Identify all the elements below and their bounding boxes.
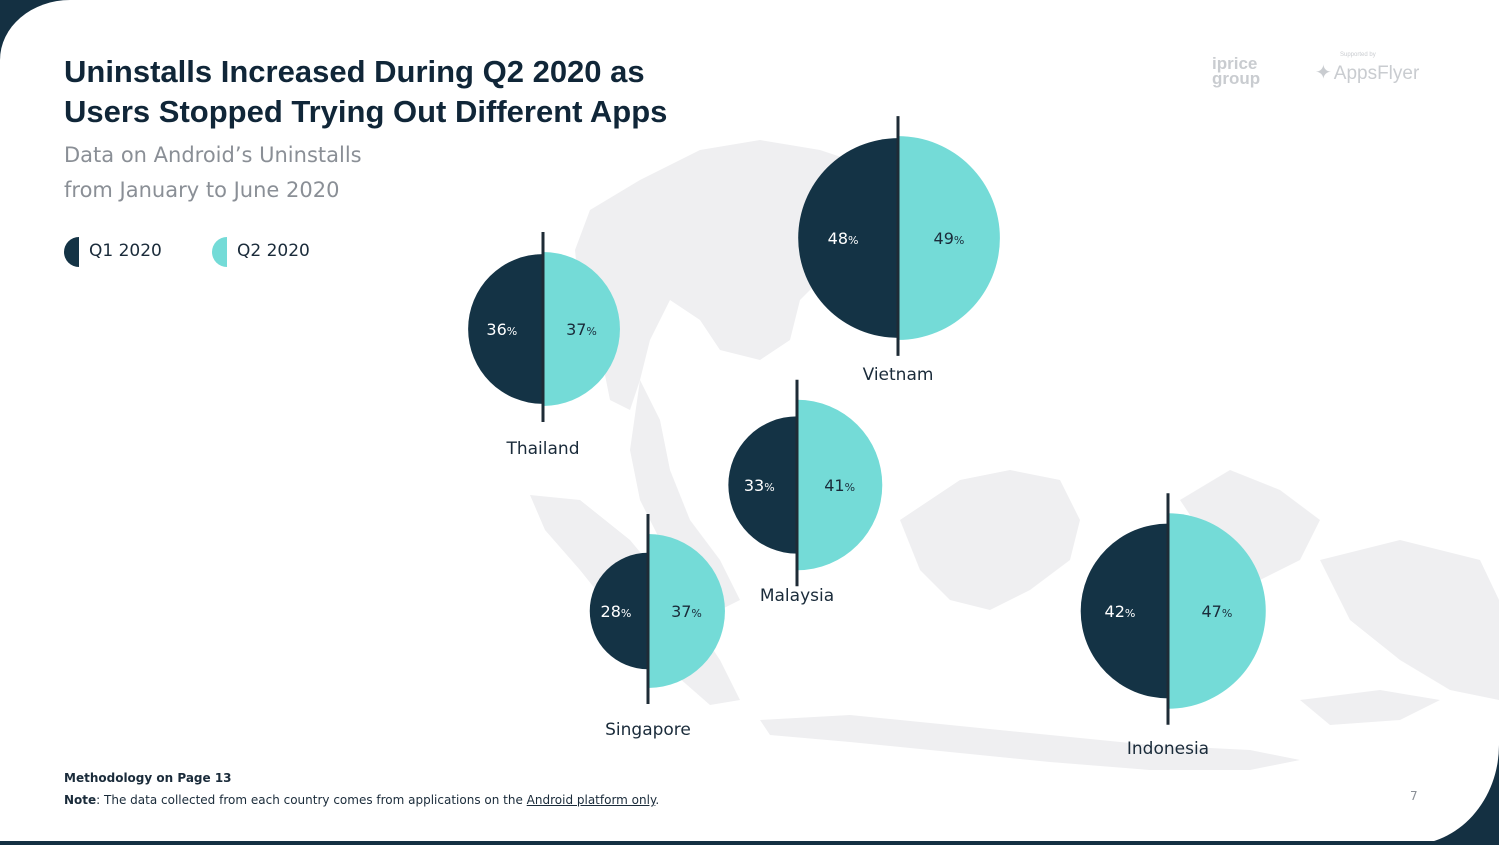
half-circle-q1-indonesia: [1080, 523, 1168, 699]
page-number: 7: [1410, 789, 1418, 803]
country-group-vietnam: 48% 49% Vietnam: [798, 116, 1000, 385]
appsflyer-logo: ✦ AppsFlyer: [1315, 60, 1419, 85]
country-label-malaysia: Malaysia: [760, 586, 834, 606]
half-circle-q2-indonesia: [1168, 513, 1266, 709]
country-label-vietnam: Vietnam: [863, 365, 934, 385]
methodology-note: Methodology on Page 13: [64, 771, 232, 785]
country-label-singapore: Singapore: [605, 720, 691, 740]
title-line-1: Uninstalls Increased During Q2 2020 as: [64, 54, 645, 89]
half-circle-q1-vietnam: [798, 138, 898, 338]
value-label-q2-thailand: 37%: [566, 320, 597, 339]
partner-logos: iprice group Supported by ✦ AppsFlyer: [1210, 52, 1430, 97]
legend-swatch-q2: [212, 237, 227, 267]
legend-swatch-q1: [64, 237, 79, 267]
legend-label-q1: Q1 2020: [89, 241, 162, 261]
subtitle-line-1: Data on Android’s Uninstalls: [64, 143, 362, 167]
subtitle-line-2: from January to June 2020: [64, 178, 340, 202]
iprice-group-logo: iprice group: [1212, 54, 1261, 88]
legend-item-q2: Q2 2020: [212, 237, 352, 267]
legend-label-q2: Q2 2020: [237, 241, 310, 261]
value-label-q2-indonesia: 47%: [1201, 602, 1232, 621]
value-label-q2-malaysia: 41%: [824, 476, 855, 495]
half-circle-q2-vietnam: [898, 136, 1000, 340]
country-group-singapore: 28% 37% Singapore: [589, 514, 725, 740]
footnote: Methodology on Page 13 Note: The data co…: [64, 767, 659, 811]
supported-by-label: Supported by: [1340, 52, 1376, 58]
country-label-indonesia: Indonesia: [1127, 739, 1209, 759]
country-label-thailand: Thailand: [505, 439, 579, 459]
half-circle-q2-singapore: [648, 534, 725, 688]
value-label-q2-vietnam: 49%: [934, 229, 965, 248]
subtitle: Data on Android’s Uninstalls from Januar…: [64, 138, 464, 208]
page-title: Uninstalls Increased During Q2 2020 as U…: [64, 52, 764, 132]
android-platform-link[interactable]: Android platform only: [526, 793, 656, 807]
bottom-border: [0, 841, 1499, 845]
country-group-malaysia: 33% 41% Malaysia: [728, 379, 883, 606]
value-label-q1-vietnam: 48%: [828, 229, 859, 248]
platform-note: Note: The data collected from each count…: [64, 793, 660, 807]
appsflyer-bird-icon: ✦: [1315, 62, 1332, 84]
value-label-q1-thailand: 36%: [486, 320, 517, 339]
half-circle-q1-malaysia: [728, 416, 797, 554]
title-line-2: Users Stopped Trying Out Different Apps: [64, 94, 668, 129]
value-label-q2-singapore: 37%: [671, 602, 702, 621]
country-group-indonesia: 42% 47% Indonesia: [1080, 493, 1266, 759]
appsflyer-wordmark: AppsFlyer: [1333, 63, 1420, 84]
half-circle-q1-thailand: [468, 254, 543, 404]
corner-decoration-top-left: [0, 0, 70, 60]
legend-item-q1: Q1 2020: [64, 237, 204, 267]
country-group-thailand: 36% 37% Thailand: [468, 232, 620, 459]
half-circle-q1-singapore: [589, 552, 648, 670]
value-label-q1-singapore: 28%: [601, 602, 632, 621]
corner-decoration-bottom-right: [1409, 745, 1499, 845]
half-circle-q2-malaysia: [797, 399, 883, 571]
value-label-q1-indonesia: 42%: [1105, 602, 1136, 621]
value-label-q1-malaysia: 33%: [744, 476, 775, 495]
half-circle-q2-thailand: [543, 252, 620, 406]
